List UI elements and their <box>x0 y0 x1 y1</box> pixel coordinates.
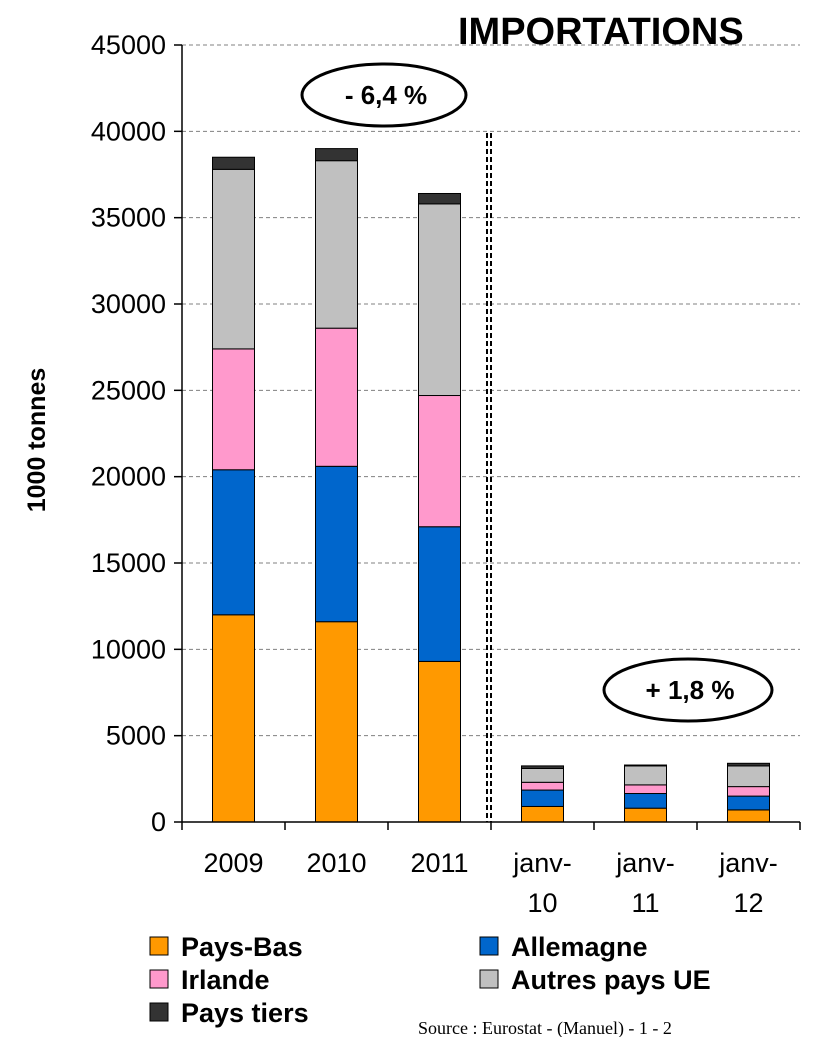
bar-segment <box>624 765 667 786</box>
legend-swatch <box>149 1002 169 1022</box>
y-axis-label: 1000 tonnes <box>23 368 51 513</box>
y-tick-label: 35000 <box>91 203 166 233</box>
y-tick-labels: 0 5000 10000 15000 20000 25000 30000 35000 40000… <box>91 30 166 837</box>
y-tick-label: 10000 <box>91 634 166 664</box>
annotation-january-change: + 1,8 % <box>646 675 735 705</box>
bar-segment <box>727 762 770 767</box>
bar-segment <box>212 348 255 471</box>
source-note: Source : Eurostat - (Manuel) - 1 - 2 <box>418 1018 672 1037</box>
legend-label: Pays tiers <box>181 998 309 1028</box>
annotation-annual-change: - 6,4 % <box>345 80 427 110</box>
x-tick-label: janv- <box>718 848 778 878</box>
bar-segment <box>418 660 461 823</box>
x-tick-label: 10 <box>527 888 557 918</box>
bar-segment <box>315 621 358 823</box>
annotation-january: + 1,8 % <box>602 657 774 723</box>
bar-segment <box>521 789 564 807</box>
y-tick-label: 15000 <box>91 548 166 578</box>
bar-segment <box>521 805 564 823</box>
x-tick-label: 2009 <box>203 848 263 878</box>
legend: Pays-Bas Allemagne Irlande Autres pays UE Pa… <box>149 932 711 1028</box>
annotation-2009-2011: - 6,4 % <box>300 62 468 128</box>
bar-segment <box>521 767 564 783</box>
bar-segment <box>315 160 358 329</box>
bar-segment <box>315 148 358 162</box>
bar-segment <box>212 469 255 616</box>
bar-segment <box>624 764 667 767</box>
y-tick-label: 25000 <box>91 375 166 405</box>
bar-segment <box>212 156 255 170</box>
bar-segment <box>521 781 564 791</box>
bar-segment <box>212 614 255 823</box>
x-tick-label: 2010 <box>306 848 366 878</box>
legend-label: Irlande <box>181 965 270 995</box>
legend-swatch <box>479 936 499 956</box>
bar-segment <box>727 795 770 811</box>
legend-swatch <box>149 936 169 956</box>
legend-label: Pays-Bas <box>181 932 303 962</box>
bar-segment <box>418 203 461 397</box>
y-tick-label: 45000 <box>91 30 166 60</box>
bar-segment <box>624 807 667 823</box>
bar-segment <box>418 192 461 205</box>
y-tick-label: 20000 <box>91 462 166 492</box>
x-tick-label: janv- <box>615 848 675 878</box>
x-tick-label: 2011 <box>410 848 468 878</box>
x-tick-label: 11 <box>631 888 659 918</box>
bar-segment <box>521 765 564 769</box>
bar-segment <box>418 395 461 528</box>
bar-segment <box>418 526 461 662</box>
bar-segment <box>727 809 770 823</box>
chart-title: IMPORTATIONS <box>458 11 744 53</box>
x-tick-label: janv- <box>512 848 572 878</box>
bar-segment <box>212 168 255 350</box>
legend-swatch <box>149 969 169 989</box>
bar-segment <box>624 784 667 795</box>
x-tick-labels: 2009 2010 2011 janv- 10 janv- 11 janv- 12 <box>203 848 777 918</box>
bars <box>212 148 770 823</box>
y-tick-label: 0 <box>151 807 166 837</box>
x-tick-label: 12 <box>733 888 763 918</box>
bar-segment <box>315 465 358 623</box>
bar-segment <box>315 327 358 467</box>
bar-segment <box>727 786 770 797</box>
legend-label: Autres pays UE <box>511 965 711 995</box>
y-tick-label: 40000 <box>91 116 166 146</box>
y-tick-label: 5000 <box>106 721 166 751</box>
legend-label: Allemagne <box>511 932 648 962</box>
legend-swatch <box>479 969 499 989</box>
bar-segment <box>727 765 770 788</box>
bar-segment <box>624 793 667 809</box>
y-tick-label: 30000 <box>91 289 166 319</box>
